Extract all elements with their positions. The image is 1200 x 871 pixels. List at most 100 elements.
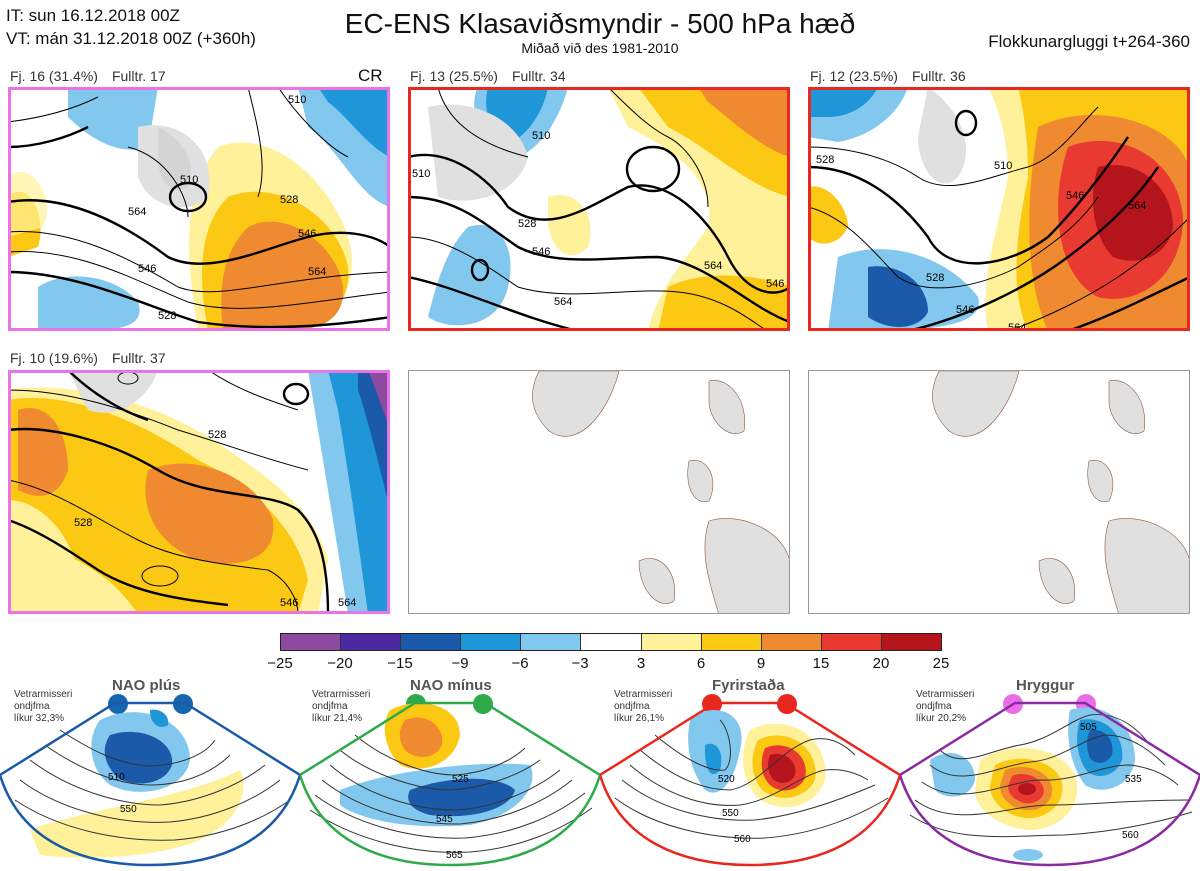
colorbar-swatch [821, 634, 882, 650]
contour-label: 510 [180, 174, 198, 186]
regime-3-title: Fyrirstaða [712, 677, 785, 694]
colorbar-tick: 6 [696, 655, 706, 672]
colorbar-tick: −9 [451, 655, 469, 672]
cluster-map-3-svg: 510 528 528 546 564 546 564 [808, 87, 1190, 331]
contour-label: 505 [1080, 722, 1097, 733]
colorbar-tick: −3 [571, 655, 589, 672]
colorbar-tick: −15 [387, 655, 413, 672]
panel-1-members: Fulltr. 17 [111, 68, 166, 84]
regime-4-likelihood: líkur 20,2% [916, 713, 967, 724]
header-times: IT: sun 16.12.2018 00Z VT: mán 31.12.201… [6, 4, 256, 50]
contour-label: 564 [554, 296, 572, 308]
regime-3-info: Vetrarmisseri ondjfma líkur 26,1% [614, 689, 672, 725]
contour-label: 525 [452, 774, 469, 785]
cluster-map-2: 510 510 528 546 564 564 546 [408, 87, 790, 331]
contour-label: 565 [446, 850, 463, 861]
contour-label: 528 [926, 272, 944, 284]
panel-2-frame [408, 87, 790, 331]
regime-1-months: ondjfma [14, 701, 50, 712]
regime-3-frame [600, 701, 900, 867]
regime-4-map: 505 535 560 [900, 694, 1200, 867]
regime-4-title: Hryggur [1016, 677, 1075, 694]
colorbar-swatch [641, 634, 702, 650]
contour-label: 546 [766, 278, 784, 290]
contour-label: 510 [994, 160, 1012, 172]
empty-map-1-svg [532, 371, 789, 613]
contour-label: 546 [298, 228, 316, 240]
contour-label: 564 [338, 597, 356, 609]
contour-label: 528 [518, 218, 536, 230]
panel-4-label: Fj. 10 (19.6%) Fulltr. 37 [10, 350, 180, 366]
classification-window: Flokkunargluggi t+264-360 [988, 32, 1190, 51]
colorbar-tick: −20 [327, 655, 353, 672]
contour-label: 564 [128, 206, 146, 218]
panel-3-members: Fulltr. 36 [911, 68, 966, 84]
regime-4-frame [900, 701, 1200, 867]
contour-label: 520 [718, 774, 735, 785]
contour-label: 510 [532, 130, 550, 142]
empty-map-1 [408, 370, 790, 614]
panel-4-frame [8, 370, 390, 614]
contour-label: 528 [280, 194, 298, 206]
panel-1-tag: CR [358, 66, 383, 85]
panel-4-members: Fulltr. 37 [111, 350, 166, 366]
panel-4-cluster: Fj. 10 (19.6%) [10, 350, 98, 366]
page-title: EC-ENS Klasaviðsmyndir - 500 hPa hæð [344, 8, 856, 39]
colorbar-tick: 20 [872, 655, 890, 672]
valid-time: VT: mán 31.12.2018 00Z (+360h) [6, 29, 256, 48]
contour-label: 545 [436, 814, 453, 825]
contour-label: 546 [532, 246, 550, 258]
panel-1-label: Fj. 16 (31.4%) Fulltr. 17 [10, 68, 180, 84]
contour-label: 564 [1008, 322, 1026, 331]
colorbar-tick: 3 [636, 655, 646, 672]
regime-2-title: NAO mínus [410, 677, 492, 694]
contour-label: 564 [308, 266, 326, 278]
initial-time: IT: sun 16.12.2018 00Z [6, 6, 180, 25]
contour-label: 510 [108, 772, 125, 783]
contour-label: 528 [208, 429, 226, 441]
panel-1-frame [8, 87, 390, 331]
colorbar-swatch [881, 634, 942, 650]
contour-label: 564 [1128, 200, 1146, 212]
cluster-map-3: 510 528 528 546 564 546 564 [808, 87, 1190, 331]
panel-3-cluster: Fj. 12 (23.5%) [810, 68, 898, 84]
regime-1-frame [0, 701, 300, 867]
cluster-map-1-svg: 564 510 510 528 546 546 564 528 [8, 87, 390, 331]
regime-4-months: ondjfma [916, 701, 952, 712]
empty-map-2 [808, 370, 1190, 614]
colorbar-tick: −6 [511, 655, 529, 672]
regime-2-likelihood: líkur 21,4% [312, 713, 363, 724]
colorbar-swatch [701, 634, 762, 650]
empty-map-2-svg [932, 371, 1189, 613]
contour-label: 535 [1125, 774, 1142, 785]
colorbar-swatch [521, 634, 582, 650]
colorbar-swatch [461, 634, 522, 650]
contour-label: 546 [280, 597, 298, 609]
regime-4-info: Vetrarmisseri ondjfma líkur 20,2% [916, 689, 974, 725]
regime-2-info: Vetrarmisseri ondjfma líkur 21,4% [312, 689, 370, 725]
contour-label: 528 [158, 310, 176, 322]
colorbar [280, 633, 942, 651]
contour-label: 550 [722, 808, 739, 819]
panel-3-frame [808, 87, 1190, 331]
regime-1-title: NAO plús [112, 677, 181, 694]
colorbar-swatch [341, 634, 402, 650]
contour-label: 564 [704, 260, 722, 272]
cluster-map-4: 528 528 546 564 [8, 370, 390, 614]
contour-label: 510 [288, 94, 306, 106]
page-subtitle: Miðað við des 1981-2010 [521, 40, 679, 56]
panel-1-cluster: Fj. 16 (31.4%) [10, 68, 98, 84]
colorbar-swatch [761, 634, 822, 650]
regime-3-map: 520 550 560 [600, 694, 900, 867]
regime-1-season: Vetrarmisseri [14, 689, 73, 700]
panel-2-cluster: Fj. 13 (25.5%) [410, 68, 498, 84]
regime-3-season: Vetrarmisseri [614, 689, 673, 700]
colorbar-swatch [401, 634, 462, 650]
contour-label: 546 [1066, 190, 1084, 202]
regime-1-likelihood: líkur 32,3% [14, 713, 65, 724]
colorbar-swatch [581, 634, 642, 650]
contour-label: 510 [412, 168, 430, 180]
panel-2-label: Fj. 13 (25.5%) Fulltr. 34 [410, 68, 580, 84]
regime-1-info: Vetrarmisseri ondjfma líkur 32,3% [14, 689, 72, 725]
regime-4-season: Vetrarmisseri [916, 689, 975, 700]
